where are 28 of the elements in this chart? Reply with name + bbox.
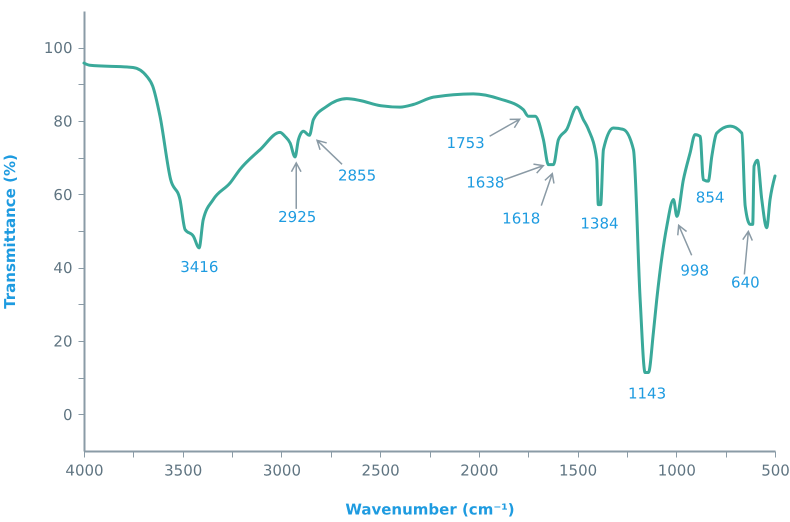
annotation: 1618 <box>502 210 540 228</box>
annotation: 3416 <box>180 258 218 276</box>
x-tick-label: 500 <box>761 462 790 480</box>
annotation: 1143 <box>628 384 666 403</box>
annotation: 998 <box>680 261 709 280</box>
x-tick-label: 1500 <box>558 462 598 480</box>
x-tick-label: 2000 <box>460 462 498 480</box>
x-tick-label: 3500 <box>164 462 202 480</box>
y-axis-title: Transmittance (%) <box>0 154 19 309</box>
y-tick-label: 60 <box>53 186 72 204</box>
y-tick-label: 40 <box>53 259 72 278</box>
annotation: 2925 <box>278 208 316 226</box>
y-tick-label: 100 <box>44 39 72 58</box>
annotation: 640 <box>731 273 760 292</box>
annotation: 854 <box>696 188 724 207</box>
y-tick-label: 20 <box>53 332 72 350</box>
annotation: 1638 <box>466 174 504 192</box>
annotation: 1384 <box>580 214 619 233</box>
y-tick-label: 80 <box>53 112 72 130</box>
line-series <box>82 62 776 374</box>
x-tick-label: 1000 <box>658 462 696 480</box>
x-tick-label: 4000 <box>65 462 104 480</box>
annotation: 2855 <box>338 166 376 184</box>
x-axis-title: Wavenumber (cm⁻¹) <box>345 500 515 518</box>
annotation: 1753 <box>446 134 485 152</box>
y-tick-label: 0 <box>62 406 72 424</box>
x-tick-label: 3000 <box>262 462 302 480</box>
x-tick-label: 2500 <box>362 462 400 480</box>
